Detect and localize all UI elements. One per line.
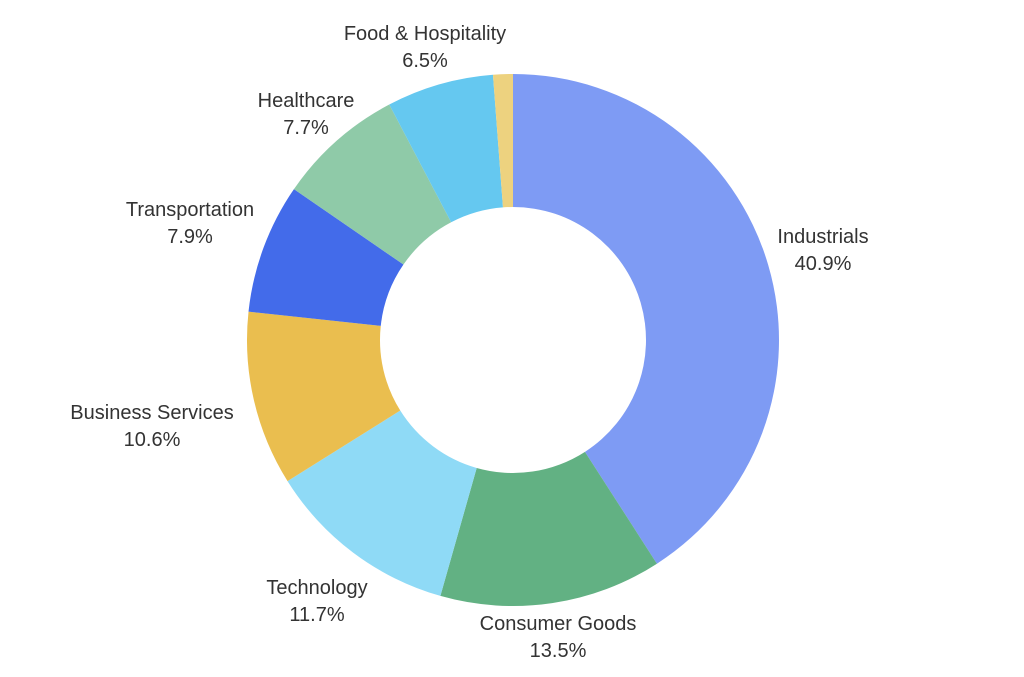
slice-label: Industrials [777, 226, 868, 248]
slice-value-label: 7.9% [167, 226, 213, 248]
slice-unlabeled [492, 74, 513, 208]
slice-label: Transportation [126, 199, 254, 221]
slice-healthcare [293, 104, 452, 265]
slice-label: Technology [266, 577, 367, 599]
slice-transportation [248, 189, 404, 326]
slice-industrials [513, 74, 779, 564]
slice-value-label: 6.5% [402, 50, 448, 72]
slice-consumer-goods [440, 451, 657, 606]
slice-value-label: 11.7% [289, 604, 344, 626]
slice-label: Healthcare [258, 90, 355, 112]
slice-value-label: 13.5% [530, 640, 587, 662]
slice-label: Food & Hospitality [344, 23, 506, 45]
slice-value-label: 7.7% [283, 117, 329, 139]
slice-label: Consumer Goods [480, 613, 637, 635]
slice-value-label: 40.9% [795, 253, 852, 275]
slice-food-hospitality [389, 74, 503, 223]
slice-business-services [247, 311, 401, 482]
slice-value-label: 10.6% [124, 429, 181, 451]
slice-label: Business Services [70, 402, 233, 424]
slice-technology [287, 410, 477, 596]
